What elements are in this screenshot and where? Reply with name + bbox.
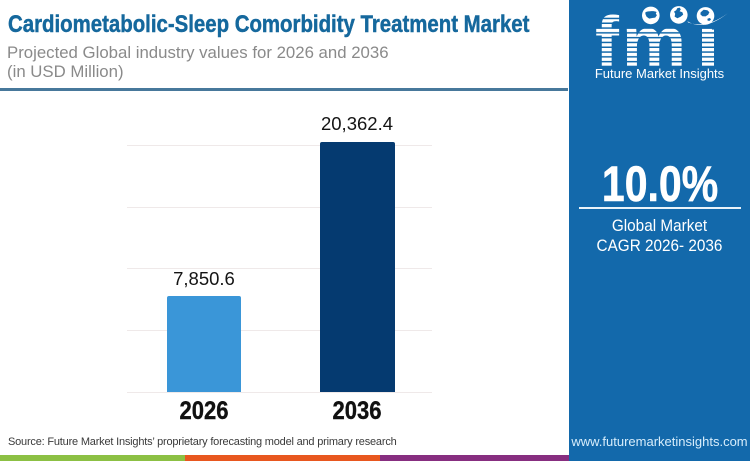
svg-text:Future Market Insights: Future Market Insights — [595, 66, 725, 81]
